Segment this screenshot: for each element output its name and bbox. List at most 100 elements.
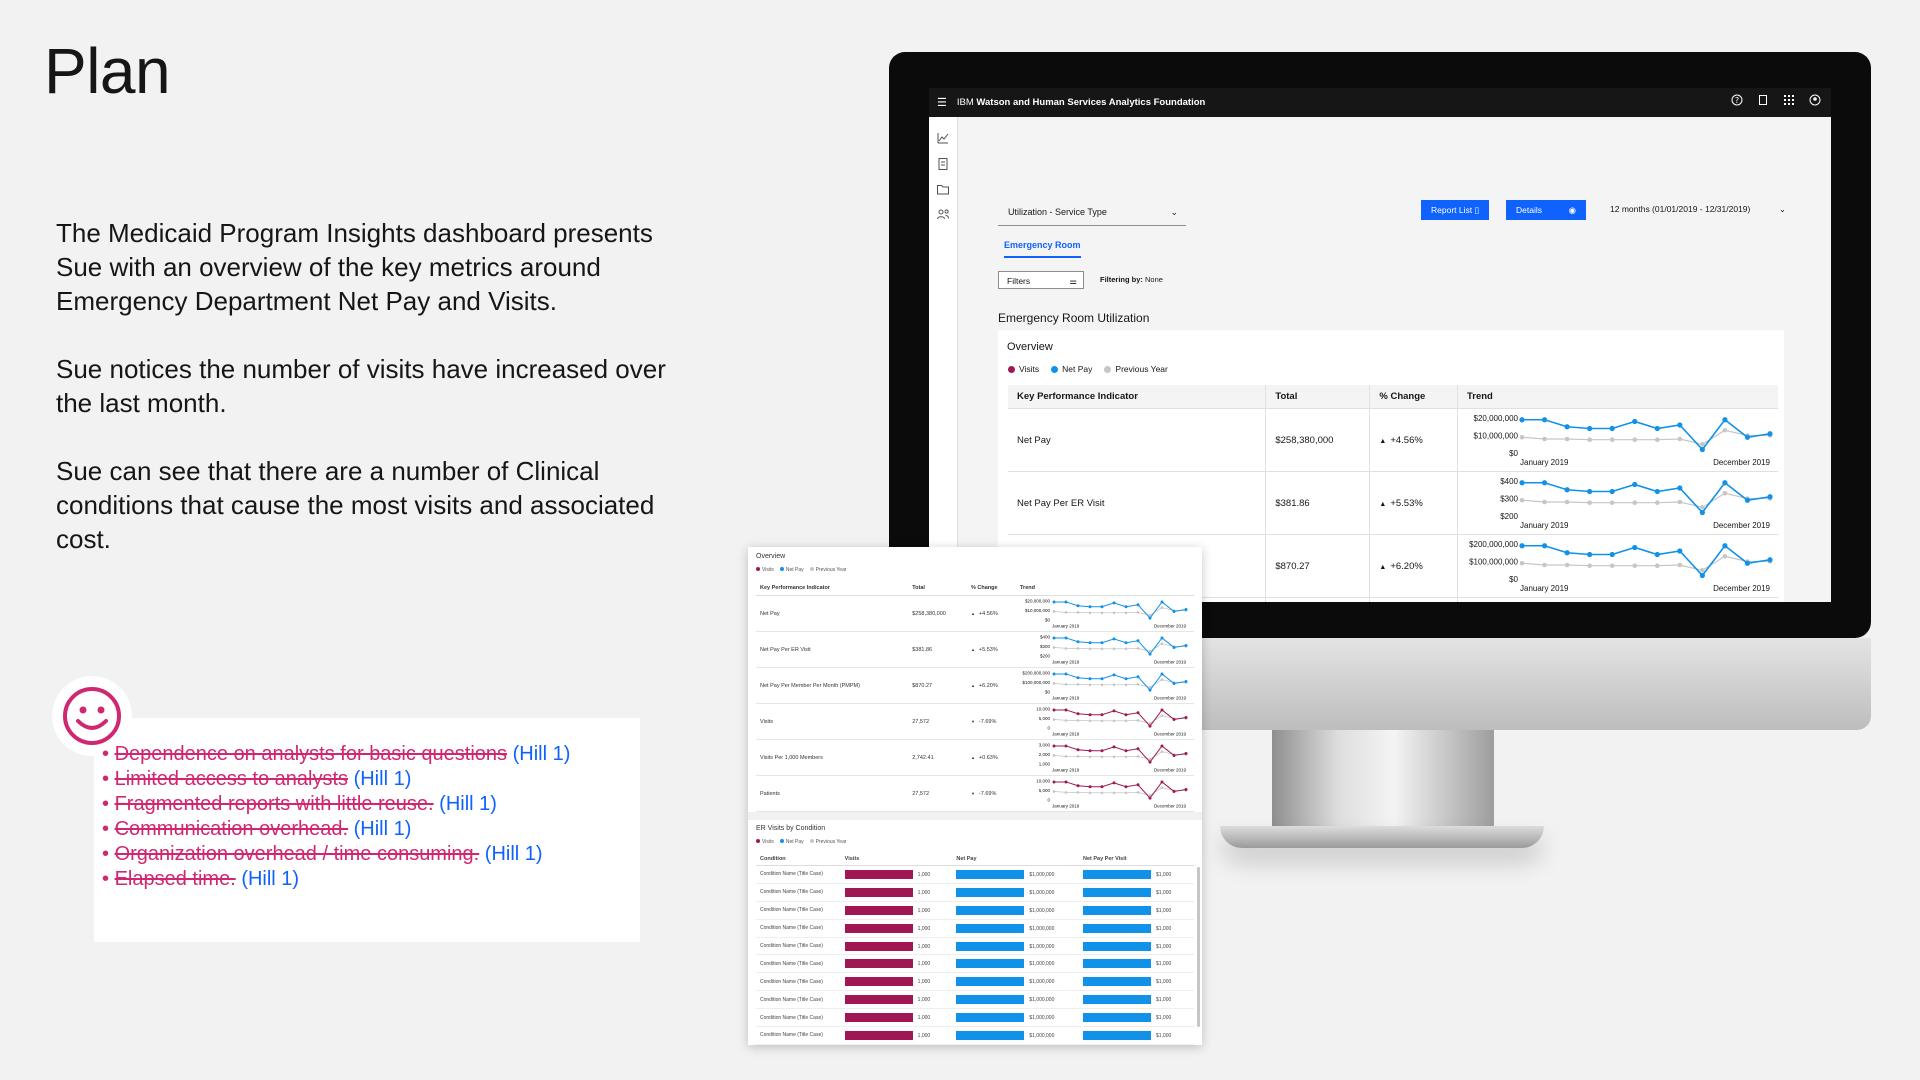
- net-pay-bar: [956, 941, 1025, 951]
- previous-year-point: [1654, 437, 1660, 442]
- current-year-point: [1088, 605, 1092, 609]
- legend-swatch: [779, 839, 784, 843]
- current-year-point: [1076, 640, 1080, 644]
- column-header: Total: [908, 581, 967, 596]
- net-pay-bar: [956, 923, 1025, 933]
- kpi-total: 2,742.41: [908, 739, 967, 776]
- net-pay-cell: $1,000,000: [952, 1008, 1079, 1028]
- current-year-point: [1112, 709, 1116, 713]
- document-icon[interactable]: [936, 157, 950, 171]
- current-year-point: [1184, 752, 1188, 756]
- legend-item: Net Pay: [779, 567, 804, 573]
- left-nav-rail: [929, 117, 958, 602]
- service-type-select[interactable]: Utilization - Service Type ⌄: [998, 198, 1186, 226]
- legend-label: Previous Year: [815, 839, 847, 845]
- kpi-trend: $20,000,000 $10,000,000 $0 January 2019 Dece…: [1457, 408, 1778, 472]
- current-year-point: [1064, 744, 1068, 748]
- current-year-point: [1172, 717, 1176, 721]
- date-range-value: 12 months (01/01/2019 - 12/31/2019): [1610, 204, 1751, 214]
- notification-icon[interactable]: [1757, 94, 1769, 106]
- caret-up-icon: ▲: [970, 754, 975, 760]
- user-group-icon[interactable]: [936, 207, 950, 221]
- kpi-row: Patients 27,572 ▼ -7.69% 10,000 5,000 0 Janu…: [756, 775, 1194, 812]
- trend-y-tick: $0: [1045, 690, 1051, 695]
- smiley-face-icon: [52, 676, 132, 756]
- date-range-select[interactable]: 12 months (01/01/2019 - 12/31/2019) ⌄: [1600, 198, 1794, 220]
- previous-year-point: [1064, 755, 1068, 758]
- scrollbar[interactable]: [1197, 867, 1200, 1027]
- previous-year-point: [1564, 436, 1570, 442]
- current-year-point: [1076, 604, 1080, 608]
- trend-y-tick: $200: [1500, 512, 1518, 521]
- previous-year-point: [1160, 714, 1164, 717]
- chevron-down-icon: ⌄: [1170, 207, 1178, 217]
- previous-year-point: [1088, 719, 1092, 723]
- current-year-point: [1541, 480, 1548, 486]
- previous-year-point: [1136, 611, 1140, 614]
- net-pay-value: $1,000,000: [1029, 889, 1055, 896]
- current-year-point: [1076, 784, 1080, 788]
- folder-icon[interactable]: [936, 182, 950, 196]
- previous-year-line: [1521, 492, 1770, 508]
- monitor-stand: [1272, 730, 1494, 835]
- previous-year-point: [1112, 719, 1116, 723]
- trend-y-tick: $200,000,000: [1469, 540, 1518, 549]
- net-pay-value: $1,000,000: [1029, 961, 1055, 968]
- per-visit-value: $1,000: [1155, 943, 1172, 950]
- kpi-change: +4.56%: [978, 610, 998, 617]
- trend-start-label: January 2019: [1052, 696, 1080, 701]
- legend-swatch: [756, 839, 760, 843]
- per-visit-value: $1,000: [1155, 961, 1172, 968]
- column-header: Total: [1265, 385, 1370, 409]
- legend-swatch: [779, 567, 784, 571]
- visits-bar: [844, 887, 913, 897]
- current-year-point: [1160, 744, 1164, 748]
- per-visit-bar: [1082, 959, 1151, 969]
- column-header: Key Performance Indicator: [756, 581, 909, 596]
- chart-line-icon[interactable]: [936, 131, 950, 145]
- current-year-point: [1136, 747, 1140, 751]
- help-icon[interactable]: ?: [1731, 94, 1743, 106]
- report-list-button[interactable]: Report List ▯: [1421, 200, 1490, 220]
- per-visit-cell: $1,000: [1078, 1008, 1194, 1028]
- net-pay-value: $1,000,000: [1029, 997, 1055, 1003]
- current-year-point: [1052, 636, 1056, 640]
- previous-year-point: [1124, 791, 1128, 795]
- per-visit-bar: [1082, 923, 1151, 933]
- trend-end-label: December 2019: [1713, 584, 1770, 593]
- current-year-point: [1722, 480, 1728, 486]
- previous-year-point: [1076, 611, 1080, 614]
- kpi-row: Net Pay $258,380,000 ▲ +4.56% $20,000,000…: [1008, 408, 1778, 472]
- app-switcher-icon[interactable]: [1783, 94, 1795, 106]
- previous-year-line: [1053, 751, 1186, 760]
- previous-year-line: [1521, 429, 1770, 445]
- panel-divider: [748, 812, 1202, 820]
- previous-year-point: [1722, 553, 1728, 559]
- user-avatar-icon[interactable]: [1809, 94, 1821, 106]
- pain-point-tag: (Hill 1): [353, 768, 412, 790]
- filters-button[interactable]: Filters ⚌: [998, 271, 1084, 289]
- visits-value: 1,000: [917, 889, 931, 896]
- previous-year-line: [1053, 643, 1186, 652]
- section-title: Emergency Room Utilization: [998, 311, 1150, 325]
- trend-y-tick: $0: [1509, 575, 1518, 584]
- bullet: •: [102, 768, 110, 790]
- previous-year-line: [1053, 715, 1186, 724]
- er-row: Condition Name (Title Case) 1,000 $1,000…: [756, 990, 1194, 1010]
- tab-emergency-room[interactable]: Emergency Room: [1004, 240, 1081, 258]
- per-visit-bar: [1082, 905, 1151, 915]
- current-year-point: [1064, 600, 1068, 604]
- current-year-point: [1100, 713, 1104, 717]
- current-year-point: [1767, 494, 1773, 500]
- details-button[interactable]: Details ◉: [1506, 200, 1586, 220]
- previous-year-point: [1052, 646, 1056, 649]
- legend-label: Previous Year: [1115, 364, 1168, 374]
- current-year-point: [1100, 641, 1104, 645]
- visits-bar: [844, 1030, 913, 1040]
- previous-year-point: [1700, 441, 1705, 447]
- trend-y-tick: $200,000,000: [1022, 671, 1050, 676]
- previous-year-point: [1632, 500, 1638, 505]
- menu-icon[interactable]: ☰: [937, 97, 947, 109]
- panel-legend: Visits Net Pay Previous Year: [756, 567, 847, 573]
